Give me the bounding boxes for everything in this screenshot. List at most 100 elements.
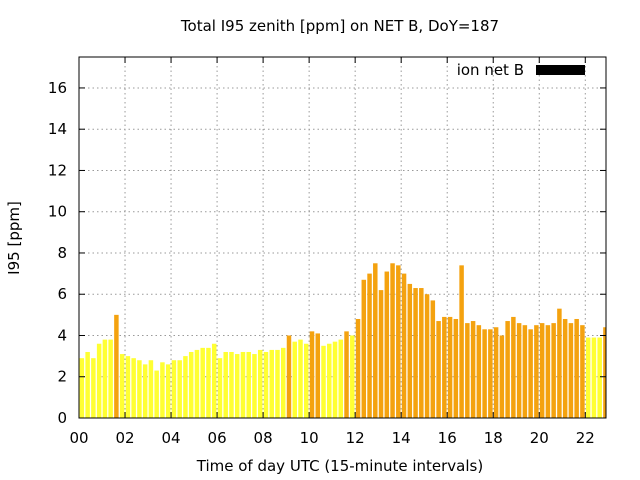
bar [499,335,505,418]
y-tick-label: 4 [57,326,67,344]
bar [96,343,102,418]
bar [534,325,539,418]
x-tick-label: 20 [530,429,549,447]
bar [223,351,228,418]
bar [252,354,257,418]
bar [447,316,453,418]
bar [378,290,384,418]
bar [430,300,436,418]
x-tick-label: 14 [392,429,411,447]
bar [286,335,292,418]
bar [505,321,510,418]
bar [528,329,533,418]
bar [401,273,407,418]
plot-border [78,56,607,419]
bar [269,349,274,418]
y-tick-label: 2 [57,368,67,386]
bar [373,263,378,418]
bar [539,323,545,418]
bar [367,273,372,418]
legend-label: ion net B [457,61,524,79]
bar [516,323,522,418]
bar [511,316,516,418]
bar [91,358,96,418]
bar [131,358,136,418]
bar [234,354,240,418]
bar [597,337,602,418]
bar [465,323,470,418]
bar [125,356,131,418]
bar [482,329,487,418]
bar [211,343,217,418]
legend-swatch [536,65,585,75]
y-tick-label: 0 [57,409,67,427]
x-tick-label: 02 [115,429,134,447]
bar [280,347,286,418]
bar [327,343,332,418]
bar [545,325,551,418]
y-tick-label: 10 [48,203,67,221]
bar [85,351,90,418]
x-tick-label: 16 [438,429,457,447]
bar [390,263,395,418]
bar [442,316,447,418]
legend: ion net B [457,61,585,79]
bar [275,349,280,418]
bar [188,351,194,418]
y-tick-label: 16 [48,79,67,97]
bar [194,349,200,418]
bar [229,351,234,418]
bar [263,351,269,418]
bar [424,294,430,418]
x-tick-label: 04 [162,429,181,447]
bar-series [79,263,606,418]
bar [407,283,413,418]
x-tick-label: 18 [484,429,503,447]
bar [160,362,165,418]
bar [413,288,418,418]
bar [361,279,367,418]
bar [246,351,251,418]
grid [79,57,606,418]
bar [315,333,321,418]
y-axis-title: I95 [ppm] [5,201,23,275]
bar [240,351,246,418]
bar [591,337,597,418]
x-tick-label: 06 [208,429,227,447]
y-tick-label: 12 [48,161,67,179]
bar [436,321,441,418]
bar [585,337,591,418]
bar [165,364,171,418]
bar [574,318,579,418]
bar [309,331,315,418]
x-axis-title: Time of day UTC (15-minute intervals) [196,457,483,475]
bar [557,308,562,418]
bar [257,349,263,418]
bar [384,271,390,418]
bar [148,360,154,418]
bar [206,347,211,418]
bar [108,339,113,418]
bar [200,347,205,418]
bar [350,335,355,418]
x-tick-label: 00 [69,429,88,447]
plot-frame [78,56,607,419]
bar [171,360,177,418]
bar [183,356,188,418]
bar [332,341,338,418]
bar [142,364,148,418]
bar [338,339,344,418]
x-tick-label: 12 [346,429,365,447]
bar [493,327,499,418]
bar [419,288,424,418]
bar [355,318,361,418]
bar [580,325,585,418]
bar [114,314,119,418]
x-tick-label: 08 [254,429,273,447]
bar [177,360,182,418]
bar [344,331,349,418]
y-axis-ticks: 0 2 4 6 8 10 12 14 16 [48,79,606,427]
bar [603,327,606,418]
x-tick-label: 22 [576,429,595,447]
